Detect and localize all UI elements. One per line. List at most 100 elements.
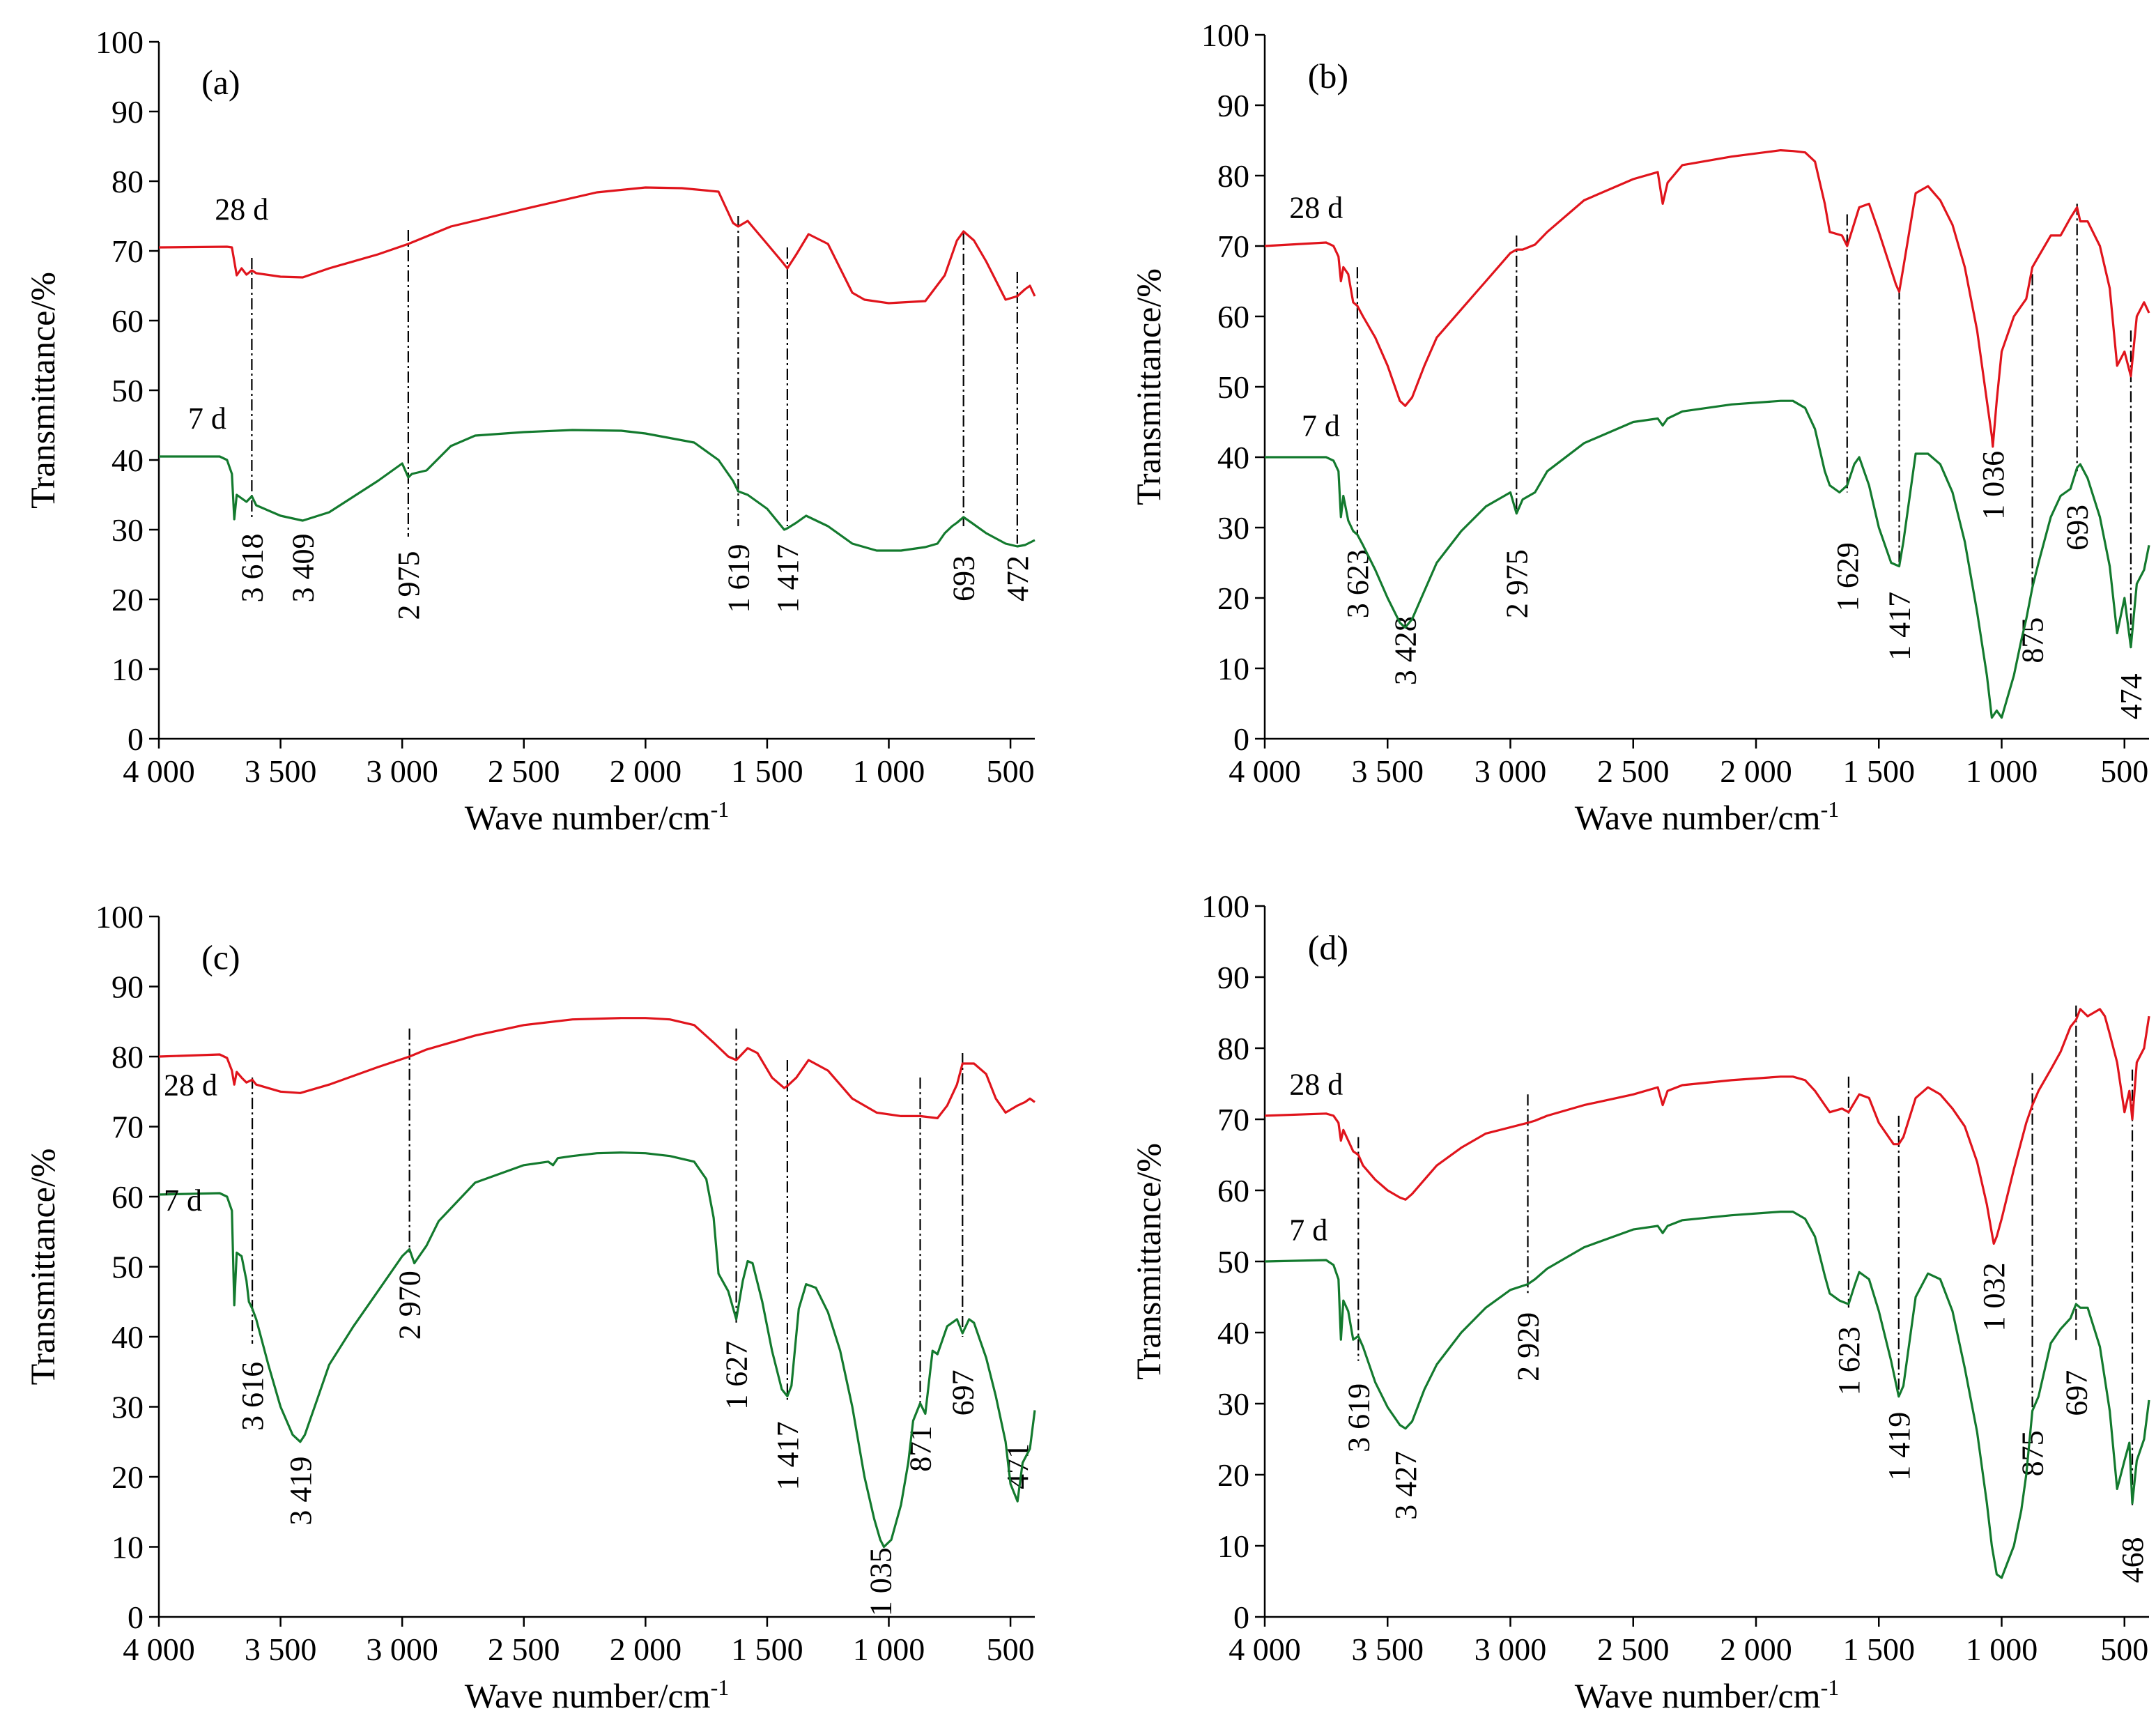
x-tick-label: 4 000 [1229, 1632, 1301, 1667]
peak-label: 3 618 [235, 534, 269, 603]
x-tick-label: 3 500 [1352, 753, 1424, 789]
x-axis-label: Wave number/cm-1 [465, 797, 729, 837]
x-tick-label: 4 000 [123, 1632, 195, 1667]
series-line-7d [1265, 399, 2150, 719]
y-tick-label: 50 [111, 373, 144, 408]
x-tick-label: 500 [2100, 753, 2148, 789]
series-line-28d [158, 1017, 1035, 1120]
peak-label: 3 616 [236, 1362, 270, 1431]
peak-label: 1 619 [721, 544, 755, 613]
y-axis-label: Transmittance/% [23, 1149, 62, 1386]
peak-label: 2 929 [1511, 1312, 1546, 1381]
x-tick-label: 2 500 [1597, 753, 1670, 789]
y-tick-label: 70 [1217, 1102, 1249, 1137]
peak-label: 1 629 [1831, 542, 1865, 611]
x-tick-label: 1 500 [731, 753, 803, 789]
peak-label: 1 627 [720, 1341, 754, 1410]
y-tick-label: 40 [111, 443, 144, 478]
y-tick-label: 70 [1217, 229, 1249, 264]
y-tick-label: 20 [1217, 581, 1249, 616]
y-tick-label: 10 [111, 1530, 144, 1565]
peak-label: 468 [2116, 1537, 2150, 1583]
panel-a: 0 10 20 30 40 50 60 70 80 90 100 4 000 3 500 3 000 2 5… [23, 24, 1036, 837]
y-axis-label: Transmittance/% [1129, 1143, 1168, 1380]
panel-label: (a) [201, 63, 240, 102]
y-tick-label: 90 [1217, 88, 1249, 123]
y-tick-label: 60 [111, 1179, 144, 1215]
y-tick-label: 30 [1217, 510, 1249, 546]
x-tick-label: 2 000 [610, 753, 682, 789]
x-axis-label-superscript: -1 [711, 797, 730, 822]
series-line-7d [159, 429, 1035, 552]
series-label: 7 d [188, 401, 226, 436]
x-tick-label: 1 000 [853, 753, 925, 789]
peak-label: 1 417 [771, 1421, 805, 1490]
y-tick-label: 30 [111, 512, 144, 548]
x-tick-label: 3 000 [366, 1632, 438, 1667]
y-tick-label: 100 [1201, 17, 1249, 53]
y-tick-label: 40 [1217, 1315, 1249, 1351]
y-tick-label: 90 [111, 969, 144, 1005]
x-tick-label: 4 000 [1229, 753, 1301, 789]
series-line-28d [158, 186, 1036, 305]
peak-label: 474 [2114, 673, 2148, 719]
x-tick-label: 2 000 [610, 1632, 682, 1667]
y-tick-label: 0 [1233, 1599, 1249, 1635]
x-tick-label: 3 500 [245, 1632, 317, 1667]
panel-label: (d) [1308, 928, 1348, 967]
peak-label: 2 975 [392, 551, 426, 620]
peak-label: 1 036 [1976, 451, 2010, 520]
peak-label: 1 419 [1882, 1412, 1916, 1481]
peak-label: 3 419 [284, 1457, 318, 1526]
x-axis-label: Wave number/cm-1 [1575, 1675, 1839, 1715]
x-tick-label: 1 000 [853, 1632, 925, 1667]
x-axis-label-superscript: -1 [1821, 1675, 1840, 1700]
x-tick-label: 2 000 [1720, 1632, 1792, 1667]
y-tick-label: 30 [1217, 1386, 1249, 1422]
y-tick-label: 0 [128, 1599, 144, 1635]
y-tick-label: 60 [1217, 299, 1249, 335]
series-label: 28 d [215, 192, 268, 227]
y-tick-label: 20 [111, 582, 144, 617]
panel-label: (b) [1308, 56, 1348, 95]
y-tick-label: 30 [111, 1390, 144, 1425]
panel-d: 0 10 20 30 40 50 60 70 80 90 100 4 000 3 500 3 000 2 5… [1129, 889, 2150, 1715]
x-tick-label: 1 000 [1966, 753, 2038, 789]
series-label: 7 d [164, 1183, 202, 1218]
peak-label: 697 [2059, 1370, 2093, 1416]
series-line-7d [158, 1151, 1036, 1549]
series-line-28d [1264, 149, 2150, 448]
peak-label: 875 [2016, 1430, 2050, 1476]
series-line-7d [1264, 1210, 2150, 1579]
peak-label: 1 417 [771, 544, 805, 613]
y-tick-label: 90 [111, 94, 144, 130]
x-tick-label: 3 500 [1352, 1632, 1424, 1667]
x-tick-label: 1 500 [1843, 753, 1916, 789]
x-tick-label: 2 500 [1597, 1632, 1670, 1667]
y-tick-label: 80 [111, 164, 144, 199]
x-tick-label: 2 500 [488, 1632, 560, 1667]
series-line-28d [1264, 1008, 2150, 1245]
peak-label: 3 623 [1341, 549, 1375, 618]
y-tick-label: 100 [95, 24, 144, 60]
y-tick-label: 10 [1217, 1528, 1249, 1564]
y-tick-label: 80 [1217, 1031, 1249, 1066]
peak-label: 3 427 [1389, 1451, 1423, 1520]
peak-label: 1 623 [1832, 1326, 1866, 1395]
peak-label: 1 032 [1977, 1263, 2011, 1332]
y-tick-label: 100 [95, 899, 144, 935]
series-label: 7 d [1289, 1213, 1327, 1247]
y-tick-label: 80 [111, 1039, 144, 1075]
y-tick-label: 20 [111, 1459, 144, 1495]
peak-label: 472 [1001, 555, 1035, 601]
y-tick-label: 90 [1217, 960, 1249, 995]
panel-label: (c) [201, 937, 240, 976]
peak-label: 3 619 [1341, 1383, 1376, 1452]
x-tick-label: 1 000 [1966, 1632, 2038, 1667]
peak-label: 697 [946, 1369, 980, 1415]
y-tick-label: 20 [1217, 1457, 1249, 1493]
x-tick-label: 3 000 [366, 753, 438, 789]
peak-label: 2 975 [1500, 549, 1534, 618]
y-tick-label: 0 [1233, 721, 1249, 757]
